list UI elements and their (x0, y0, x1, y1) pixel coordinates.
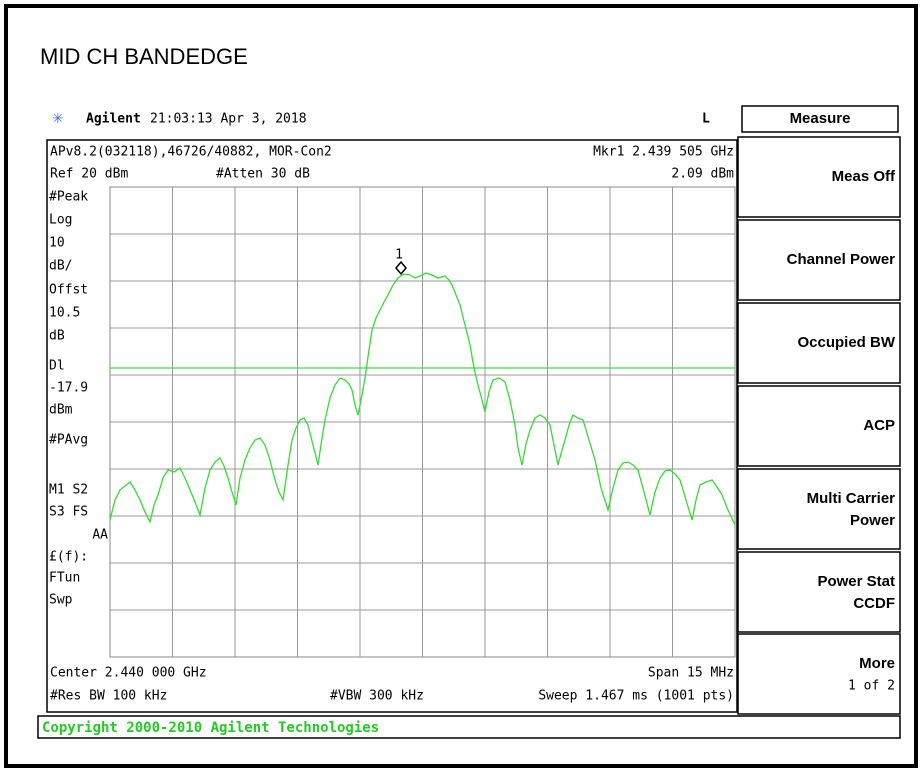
attenuation: #Atten 30 dB (216, 167, 310, 182)
graticule (109, 186, 736, 658)
mode: L (702, 112, 710, 127)
softkeys: Meas Off Channel Power Occupied BW ACP Multi… (737, 136, 901, 715)
softkey-label: ACP (863, 417, 895, 434)
vbw: #VBW 300 kHz (330, 689, 424, 704)
marker-label: Mkr1 2.439 505 GHz (593, 145, 734, 160)
softkey-label: Meas Off (832, 168, 896, 185)
annotation: dB (49, 329, 65, 344)
rbw: #Res BW 100 kHz (50, 689, 167, 704)
copyright: Copyright 2000-2010 Agilent Technologies (42, 720, 379, 736)
softkey (737, 551, 901, 633)
softkey-label: More (859, 655, 895, 672)
setup-line: APv8.2(032118),46726/40882, MOR-Con2 (50, 145, 332, 160)
softkey-label: 1 of 2 (848, 679, 895, 694)
annotation: #Peak (49, 190, 88, 205)
annotation: FTun (49, 571, 80, 586)
sweep: Sweep 1.467 ms (1001 pts) (538, 689, 734, 704)
marker-value: 2.09 dBm (671, 167, 734, 182)
annotation: S3 FS (49, 505, 88, 520)
annotation: dBm (49, 403, 73, 418)
annotation: AA (92, 528, 108, 543)
annotation: £(f): (49, 550, 88, 565)
screen-border (46, 139, 738, 713)
softkey (737, 468, 901, 550)
page-title: MID CH BANDEDGE (40, 44, 248, 69)
annotation: -17.9 (49, 381, 88, 396)
softkey-label: Occupied BW (797, 334, 895, 351)
annotation: #PAvg (49, 433, 88, 448)
softkey-label: Power (850, 512, 895, 529)
marker (395, 260, 407, 276)
menu-title-box (741, 105, 899, 133)
copyright-bar (37, 715, 901, 739)
center-freq: Center 2.440 000 GHz (50, 666, 207, 681)
menu-title: Measure (790, 110, 851, 127)
annotation: Swp (49, 593, 73, 608)
softkey-label: Multi Carrier (807, 490, 896, 507)
annotation: Dl (49, 359, 65, 374)
datetime: 21:03:13 Apr 3, 2018 (150, 112, 307, 127)
annotation: Offst (49, 283, 88, 298)
marker-id: 1 (395, 248, 403, 263)
frame (4, 4, 918, 768)
softkey-label: CCDF (853, 595, 895, 612)
softkey (737, 302, 901, 384)
softkey-label: Power Stat (817, 573, 895, 590)
annotation: 10 (49, 236, 65, 251)
annotation: M1 S2 (49, 483, 88, 498)
softkey (737, 219, 901, 301)
softkey (737, 136, 901, 218)
softkey-label: Channel Power (787, 251, 896, 268)
annotation: 10.5 (49, 306, 80, 321)
softkey (737, 385, 901, 467)
span: Span 15 MHz (648, 666, 734, 681)
logo-icon: ✳ (52, 111, 64, 127)
softkey (737, 633, 901, 715)
annotation: dB/ (49, 259, 72, 274)
ref-level: Ref 20 dBm (50, 167, 128, 182)
annotation: Log (49, 213, 72, 228)
brand: Agilent (86, 112, 141, 127)
status-bar: ✳ Agilent 21:03:13 Apr 3, 2018 L (52, 111, 710, 127)
trace (109, 272, 736, 526)
annotations: #Peak Log 10 dB/Offst 10.5 dB Dl -17.9 dBm #PAvg M… (49, 190, 108, 608)
